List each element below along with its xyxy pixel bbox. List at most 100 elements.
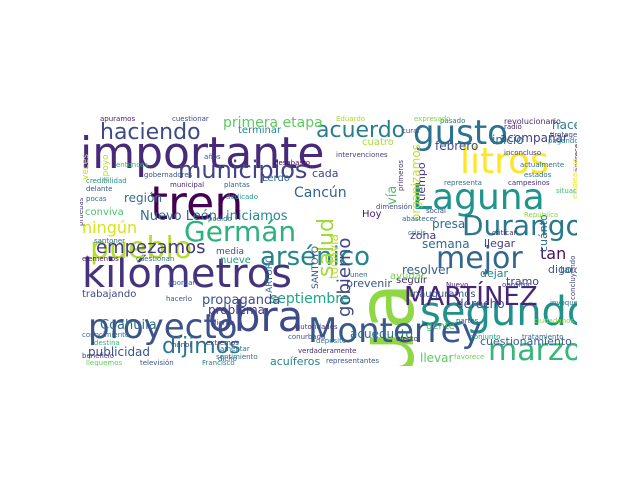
cloud-word: presa xyxy=(432,217,466,231)
cloud-word: seguir xyxy=(396,275,427,286)
cloud-word: terminar xyxy=(238,125,282,136)
cloud-word: invoque xyxy=(550,299,577,307)
cloud-word: pruebas xyxy=(80,197,85,226)
cloud-word: dejar xyxy=(480,267,509,280)
cloud-word: municipal xyxy=(170,181,205,189)
cloud-word: cuánto xyxy=(537,214,550,252)
cloud-word: situación xyxy=(556,187,577,195)
cloud-word: región xyxy=(124,191,162,205)
cloud-word: tan xyxy=(540,244,567,263)
cloud-word: revolucionario xyxy=(504,117,561,126)
cloud-word: expresado xyxy=(414,115,451,123)
cloud-word: media xyxy=(216,247,245,257)
cloud-word: llevar xyxy=(420,351,454,365)
cloud-word: gusto xyxy=(413,114,508,153)
cloud-word: elementos xyxy=(82,255,119,263)
cloud-word: representa xyxy=(444,179,482,187)
cloud-word: conocimiento xyxy=(82,331,130,339)
cloud-word: verdaderamente xyxy=(298,347,357,355)
cloud-word: arsénico xyxy=(260,242,371,272)
cloud-word: curar xyxy=(402,127,421,135)
cloud-word: empezamos xyxy=(96,237,206,258)
cloud-word: televisión xyxy=(140,359,174,367)
cloud-word: acompañar xyxy=(500,131,568,145)
cloud-word: acuíferos xyxy=(270,355,321,366)
cloud-word: abordar xyxy=(168,279,196,287)
cloud-word: dijimos xyxy=(162,334,241,359)
cloud-word: Lerdo xyxy=(262,173,290,184)
cloud-word: cuestionamiento xyxy=(480,335,572,348)
cloud-word: problema xyxy=(208,303,266,317)
cloud-word: trabajando xyxy=(82,289,137,300)
cloud-word: iniciamos xyxy=(226,209,288,224)
cloud-word: cuatro xyxy=(362,137,394,148)
cloud-word: pasado xyxy=(440,117,466,125)
cloud-word: protege xyxy=(550,131,577,139)
cloud-word: ciudadanos xyxy=(534,317,575,325)
cloud-word: haciendo xyxy=(100,120,201,145)
cloud-word: depósito xyxy=(316,337,347,345)
cloud-word: lleguemos xyxy=(86,359,123,367)
cloud-word: febrero xyxy=(435,139,479,153)
cloud-word: pierde xyxy=(212,319,235,327)
cloud-word: ningún xyxy=(82,218,138,237)
cloud-word: tramo xyxy=(506,275,540,288)
cloud-word: importante xyxy=(80,128,325,179)
cloud-word: Germán xyxy=(184,215,297,248)
cloud-word: Coahuila xyxy=(100,318,157,333)
cloud-word: resolver xyxy=(402,263,451,277)
cloud-word: unen xyxy=(350,271,368,279)
cloud-word: gobernadores xyxy=(144,171,193,179)
cloud-word: criticar xyxy=(492,229,517,237)
cloud-word: partes xyxy=(456,317,479,325)
cloud-word: delante xyxy=(86,185,113,193)
cloud-word: MARTÍNEZ xyxy=(404,282,538,312)
cloud-word: credibilidad xyxy=(86,177,127,185)
cloud-word: acueducto xyxy=(350,327,413,341)
cloud-word: cada xyxy=(312,167,339,180)
cloud-word: extremos xyxy=(206,339,239,347)
cloud-word: prevenir xyxy=(346,277,392,290)
cloud-word: kilómetros xyxy=(82,251,292,297)
cloud-word: entonces xyxy=(116,161,149,169)
cloud-word: pocas xyxy=(86,195,107,203)
cloud-word: tren xyxy=(150,176,244,230)
cloud-word: santoner xyxy=(94,237,126,245)
cloud-word: inconcluso xyxy=(504,149,542,157)
cloud-word: municipios xyxy=(178,156,308,184)
cloud-word: primeros xyxy=(397,159,405,191)
cloud-word: litros xyxy=(460,141,549,182)
cloud-word: social xyxy=(426,207,446,215)
cloud-word: efecto xyxy=(396,335,418,343)
cloud-word: semana xyxy=(422,237,470,251)
cloud-word: conurbada xyxy=(288,333,326,341)
cloud-word: representantes xyxy=(326,357,380,365)
cloud-word: Nuevo León xyxy=(140,209,217,224)
cloud-word: dicho xyxy=(218,355,237,363)
cloud-word: tardar xyxy=(560,265,577,276)
cloud-word: intervenciones xyxy=(336,151,388,159)
cloud-word: Monterrey xyxy=(308,311,482,351)
cloud-word: publicidad xyxy=(88,345,151,359)
cloud-word: radio xyxy=(504,123,522,131)
cloud-word: segundo xyxy=(420,289,577,335)
cloud-word: dedicado xyxy=(226,193,259,201)
cloud-word: derecho xyxy=(456,297,505,311)
cloud-word: podido xyxy=(208,215,232,223)
cloud-word: tratamiento xyxy=(522,333,564,341)
cloud-word: sentimiento xyxy=(216,353,258,361)
cloud-word: hacemos xyxy=(552,118,577,132)
cloud-word: todavía xyxy=(327,234,341,279)
cloud-word: cuestionar xyxy=(172,115,209,123)
cloud-word: gente xyxy=(426,321,455,332)
cloud-word: Francisco xyxy=(202,359,235,367)
word-cloud: aguaimportanteobrakilómetrostrensegundop… xyxy=(80,114,577,366)
cloud-word: propaganda xyxy=(202,293,281,308)
cloud-word: apuramos xyxy=(100,115,136,123)
cloud-word: obra xyxy=(208,292,304,341)
cloud-word: estados xyxy=(524,171,552,179)
cloud-word: favorece xyxy=(454,353,485,361)
cloud-word: años xyxy=(204,153,221,161)
cloud-word: dimensión xyxy=(376,203,413,211)
cloud-word: Laguna xyxy=(412,177,545,218)
